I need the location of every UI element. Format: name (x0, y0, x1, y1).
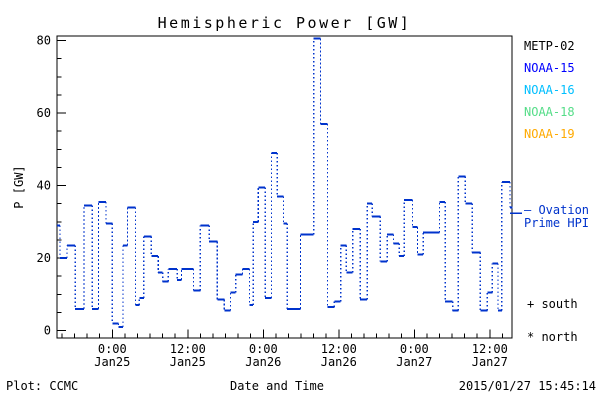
plot-credit: Plot: CCMC (6, 379, 79, 393)
ovation-prime-hpi-legend: — Ovation Prime HPI (524, 204, 600, 230)
ovation-legend-line2: Prime HPI (524, 216, 590, 230)
x-tick-time-label: 0:00 (249, 342, 278, 356)
x-tick-time-label: 0:00 (98, 342, 127, 356)
satellite-legend: METP-02 NOAA-15 NOAA-16 NOAA-18 NOAA-19 (524, 35, 575, 145)
legend-item-noaa-18: NOAA-18 (524, 105, 575, 119)
x-axis-title: Date and Time (230, 379, 324, 393)
y-tick-label: 80 (37, 34, 51, 48)
x-tick-date-label: Jan26 (321, 355, 357, 369)
legend-item-noaa-15: NOAA-15 (524, 61, 575, 75)
y-tick-label: 40 (37, 179, 51, 193)
x-tick-date-label: Jan26 (245, 355, 281, 369)
x-tick-time-label: 12:00 (321, 342, 357, 356)
x-tick-time-label: 0:00 (400, 342, 429, 356)
x-tick-time-label: 12:00 (170, 342, 206, 356)
chart-title: Hemispheric Power [GW] (157, 14, 412, 32)
x-tick-date-label: Jan27 (472, 355, 508, 369)
legend-item-noaa-19: NOAA-19 (524, 127, 575, 141)
y-tick-label: 0 (44, 324, 51, 338)
y-tick-label: 60 (37, 106, 51, 120)
axis-box (56, 35, 513, 339)
y-tick-label: 20 (37, 251, 51, 265)
legend-item-noaa-16: NOAA-16 (524, 83, 575, 97)
x-tick-date-label: Jan25 (94, 355, 130, 369)
ovation-legend-line1: — Ovation (524, 203, 590, 217)
x-tick-date-label: Jan25 (170, 355, 206, 369)
x-tick-time-label: 12:00 (472, 342, 508, 356)
y-axis-label: P [GW] (12, 165, 26, 209)
north-marker-legend: * north (527, 330, 578, 344)
x-tick-date-label: Jan27 (396, 355, 432, 369)
legend-item-metp-02: METP-02 (524, 39, 575, 53)
render-timestamp: 2015/01/27 15:45:14 (458, 379, 596, 393)
south-marker-legend: + south (527, 297, 578, 311)
